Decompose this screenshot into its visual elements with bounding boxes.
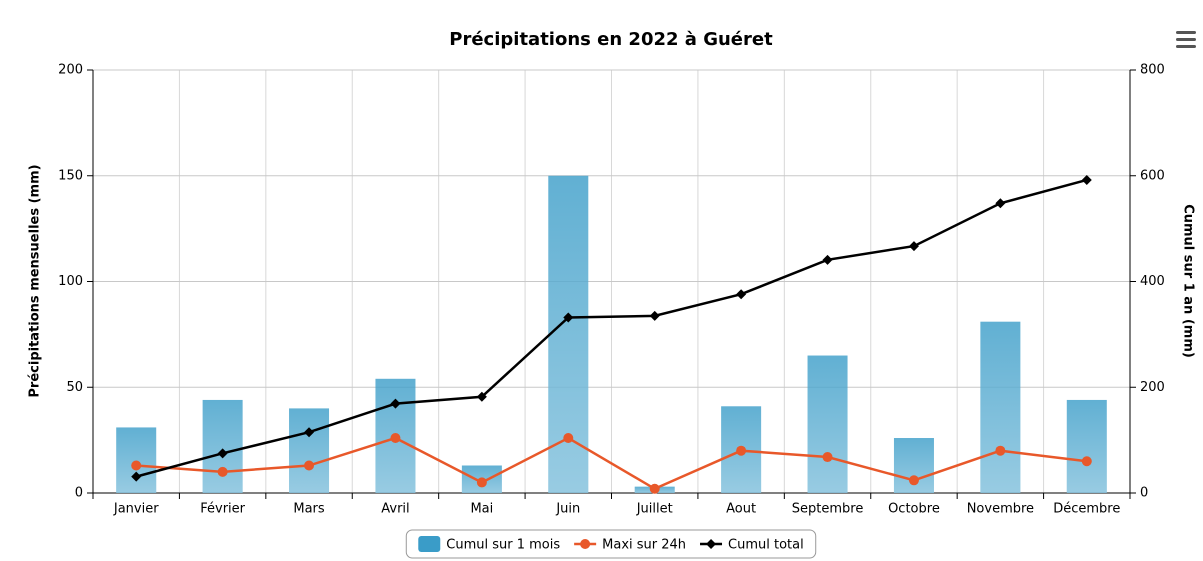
bar-group — [1066, 399, 1107, 493]
menu-bar[interactable] — [1176, 38, 1196, 41]
marker — [736, 445, 747, 456]
x-tick-label: Aout — [726, 502, 756, 517]
y2-tick-label: 600 — [1140, 168, 1165, 183]
y2-tick-label: 400 — [1140, 274, 1165, 289]
y-axis-title: Précipitations mensuelles (mm) — [28, 164, 43, 397]
bar-sheen — [980, 321, 1021, 493]
bar-group — [548, 175, 589, 493]
marker — [390, 433, 401, 444]
marker — [390, 398, 401, 409]
x-tick-label: Octobre — [888, 502, 940, 517]
bar-group — [807, 355, 848, 493]
legend: Cumul sur 1 mois Maxi sur 24h Cumul total — [405, 529, 817, 559]
y-tick-label: 150 — [58, 168, 83, 183]
marker — [304, 460, 315, 471]
bar-group — [202, 399, 243, 493]
marker — [476, 391, 487, 402]
legend-marker — [706, 539, 717, 549]
y-tick-label: 50 — [66, 380, 83, 395]
marker — [217, 448, 228, 459]
menu-bar[interactable] — [1176, 45, 1196, 48]
x-tick-label: Novembre — [967, 502, 1034, 517]
menu-icon[interactable] — [1176, 31, 1196, 48]
menu-bar[interactable] — [1176, 31, 1196, 34]
marker — [995, 198, 1006, 209]
legend-item[interactable]: Maxi sur 24h — [574, 538, 686, 553]
marker — [563, 312, 574, 323]
legend-marker — [580, 539, 591, 549]
marker — [649, 310, 660, 321]
legend-symbol — [418, 536, 441, 552]
y-tick-label: 200 — [58, 63, 83, 78]
line — [135, 178, 1088, 478]
x-tick-label: Février — [200, 502, 245, 517]
x-tick-label: Juin — [555, 502, 580, 517]
marker — [908, 475, 919, 486]
marker — [304, 427, 315, 438]
marker — [908, 241, 919, 252]
x-tick-label: Mars — [293, 502, 325, 517]
bar-sheen — [1066, 399, 1107, 493]
y2-tick-label: 0 — [1140, 486, 1148, 501]
bar-sheen — [116, 427, 157, 493]
marker — [1081, 174, 1092, 185]
y2-tick-label: 200 — [1140, 380, 1165, 395]
bar-sheen — [289, 408, 330, 493]
marker — [822, 452, 833, 463]
marker — [995, 445, 1006, 456]
marker — [131, 460, 142, 471]
x-tick-label: Décembre — [1053, 502, 1120, 517]
marker — [476, 477, 487, 488]
marker — [131, 471, 142, 482]
y-tick-label: 0 — [75, 486, 83, 501]
legend-label: Maxi sur 24h — [602, 538, 686, 553]
x-tick-label: Juillet — [636, 502, 673, 517]
x-tick-label: Avril — [381, 502, 409, 517]
bar-sheen — [202, 399, 243, 493]
y2-tick-label: 800 — [1140, 63, 1165, 78]
legend-item[interactable]: Cumul total — [700, 538, 804, 553]
legend-box — [405, 529, 817, 559]
y-tick-label: 100 — [58, 274, 83, 289]
marker — [1081, 456, 1092, 467]
bar-group — [116, 427, 157, 493]
marker — [649, 483, 660, 494]
bar-group — [461, 465, 502, 493]
x-tick-label: Mai — [470, 502, 493, 517]
legend-label: Cumul sur 1 mois — [446, 538, 560, 553]
marker — [217, 466, 228, 477]
legend-label: Cumul total — [728, 538, 804, 553]
legend-item[interactable]: Cumul sur 1 mois — [418, 536, 560, 553]
bar-group — [980, 321, 1021, 493]
bar-group — [289, 408, 330, 493]
line — [136, 436, 1087, 491]
x-tick-label: Septembre — [792, 502, 864, 517]
chart-title: Précipitations en 2022 à Guéret — [449, 29, 773, 50]
marker — [736, 289, 747, 300]
marker — [822, 254, 833, 265]
marker — [563, 433, 574, 444]
x-tick-label: Janvier — [113, 502, 159, 517]
y2-axis-title: Cumul sur 1 an (mm) — [1181, 204, 1196, 358]
bar-sheen — [807, 355, 848, 493]
